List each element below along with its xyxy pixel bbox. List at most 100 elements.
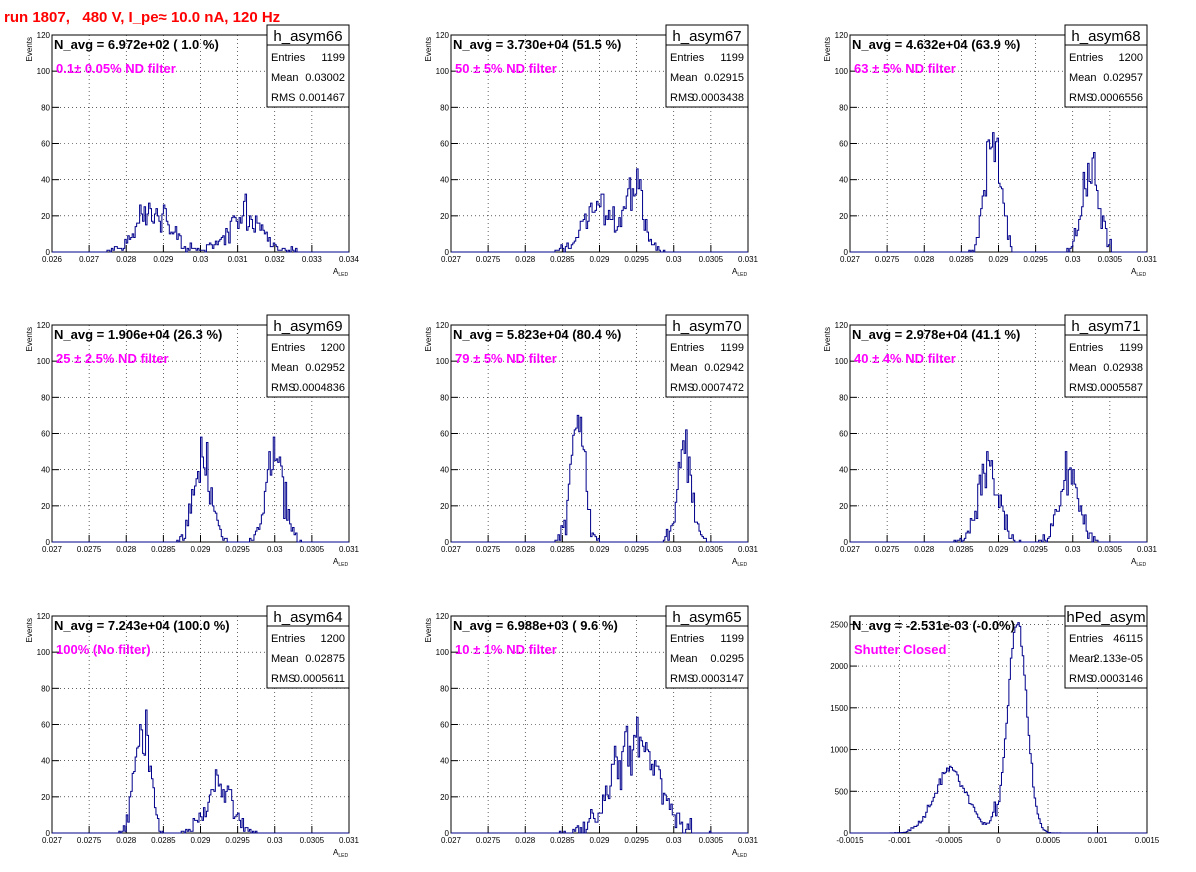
histogram-series — [850, 132, 1147, 253]
y-axis-title: Events — [424, 327, 433, 351]
y-tick-label: 100 — [37, 67, 51, 76]
stats-value: 1199 — [321, 52, 345, 64]
x-tick-label: 0.032 — [265, 255, 286, 264]
x-tick-label: 0.028 — [515, 255, 536, 264]
stats-label: Entries — [670, 342, 705, 354]
navg-label: N_avg = 3.730e+04 (51.5 %) — [453, 37, 621, 52]
y-axis-title: Events — [25, 618, 34, 642]
y-tick-label: 120 — [436, 31, 450, 40]
x-tick-label: 0.028 — [116, 836, 137, 845]
x-tick-label: 0.0285 — [949, 545, 974, 554]
y-tick-label: 0 — [46, 248, 51, 257]
stats-box-title: h_asym68 — [1071, 28, 1140, 45]
x-tick-label: 0 — [996, 836, 1001, 845]
y-tick-label: 100 — [835, 357, 849, 366]
y-tick-label: 80 — [440, 684, 449, 693]
filter-label: 40 ± 4% ND filter — [854, 351, 956, 366]
navg-label: N_avg = -2.531e-03 (-0.0%) — [852, 618, 1015, 633]
y-tick-label: 40 — [41, 757, 50, 766]
x-axis-title: ALED — [333, 848, 348, 859]
x-tick-label: 0.03 — [1065, 255, 1081, 264]
y-tick-label: 60 — [839, 140, 848, 149]
y-tick-label: 1500 — [830, 704, 848, 713]
filter-label: Shutter Closed — [854, 642, 947, 657]
stats-label: Mean — [271, 653, 299, 665]
x-tick-label: 0.0305 — [300, 545, 325, 554]
x-tick-label: -0.0005 — [935, 836, 963, 845]
stats-value: 0.0295 — [710, 653, 744, 665]
run-title: run 1807, 480 V, I_pe≈ 10.0 nA, 120 Hz — [4, 9, 281, 26]
histogram-series — [52, 709, 349, 834]
y-tick-label: 60 — [440, 721, 449, 730]
y-tick-label: 0 — [844, 538, 849, 547]
x-tick-label: 0.031 — [738, 836, 759, 845]
y-tick-label: 120 — [436, 612, 450, 621]
histogram-series — [52, 193, 349, 253]
y-tick-label: 0 — [445, 538, 450, 547]
y-tick-label: 100 — [436, 357, 450, 366]
y-tick-label: 20 — [440, 212, 449, 221]
histogram-pad-h_asym66: 0.026 0.027 0.028 0.029 0.03 0.031 0.032 0.033 0… — [25, 24, 360, 278]
x-tick-label: 0.03 — [666, 255, 682, 264]
stats-value: 0.02942 — [704, 362, 744, 374]
y-tick-label: 80 — [440, 393, 449, 402]
stats-value: 0.02938 — [1103, 362, 1143, 374]
x-tick-label: 0.03 — [267, 836, 283, 845]
y-tick-label: 120 — [436, 321, 450, 330]
x-tick-label: 0.034 — [339, 255, 360, 264]
x-tick-label: 0.027 — [79, 255, 100, 264]
x-tick-label: 0.0275 — [875, 255, 900, 264]
y-tick-label: 40 — [440, 757, 449, 766]
x-tick-label: 0.0005 — [1036, 836, 1061, 845]
stats-label: RMS — [670, 673, 694, 685]
stats-box — [266, 24, 350, 108]
x-tick-label: 0.0295 — [624, 836, 649, 845]
y-tick-label: 80 — [440, 103, 449, 112]
stats-box — [665, 314, 749, 398]
histogram-pad-h_asym70: 0.027 0.0275 0.028 0.0285 0.029 0.0295 0.03 0.0… — [424, 314, 759, 568]
x-tick-label: 0.031 — [738, 255, 759, 264]
y-tick-label: 0 — [46, 829, 51, 838]
y-tick-label: 60 — [41, 430, 50, 439]
navg-label: N_avg = 6.972e+02 ( 1.0 %) — [54, 37, 219, 52]
x-tick-label: 0.029 — [190, 836, 211, 845]
stats-box — [665, 605, 749, 689]
x-tick-label: 0.029 — [589, 836, 610, 845]
x-axis-title-subscript: LED — [338, 853, 348, 859]
stats-box — [665, 24, 749, 108]
x-tick-label: 0.03 — [267, 545, 283, 554]
stats-box — [1064, 605, 1148, 689]
x-tick-label: 0.0305 — [300, 836, 325, 845]
x-tick-label: 0.029 — [589, 545, 610, 554]
navg-label: N_avg = 6.988e+03 ( 9.6 %) — [453, 618, 618, 633]
stats-box-title: h_asym66 — [273, 28, 342, 45]
stats-label: Entries — [1069, 633, 1104, 645]
x-tick-label: 0.0295 — [624, 255, 649, 264]
y-tick-label: 0 — [844, 829, 849, 838]
stats-value: 1199 — [720, 342, 744, 354]
y-axis-title: Events — [424, 618, 433, 642]
x-tick-label: 0.03 — [666, 545, 682, 554]
x-tick-label: 0.0305 — [699, 255, 724, 264]
x-tick-label: 0.027 — [42, 836, 63, 845]
x-tick-label: 0.028 — [515, 545, 536, 554]
y-tick-label: 0 — [46, 538, 51, 547]
x-tick-label: 0.031 — [1137, 255, 1158, 264]
stats-value: 1200 — [321, 342, 345, 354]
x-tick-label: 0.0275 — [77, 836, 102, 845]
filter-label: 79 ± 5% ND filter — [455, 351, 557, 366]
stats-value: 0.02957 — [1103, 72, 1143, 84]
histogram-pad-hPed_asym: -0.0015 -0.001 -0.0005 0 0.0005 0.001 0.0015 0 5… — [830, 605, 1160, 845]
stats-value: 0.001467 — [299, 92, 345, 104]
y-tick-label: 100 — [835, 67, 849, 76]
x-tick-label: 0.0305 — [699, 836, 724, 845]
navg-label: N_avg = 4.632e+04 (63.9 %) — [852, 37, 1020, 52]
y-tick-label: 80 — [41, 393, 50, 402]
y-tick-label: 40 — [440, 466, 449, 475]
stats-box-title: h_asym71 — [1071, 318, 1140, 335]
x-tick-label: -0.001 — [888, 836, 911, 845]
stats-value: 1199 — [1119, 342, 1143, 354]
x-tick-label: 0.0015 — [1135, 836, 1160, 845]
stats-label: Mean — [1069, 362, 1097, 374]
